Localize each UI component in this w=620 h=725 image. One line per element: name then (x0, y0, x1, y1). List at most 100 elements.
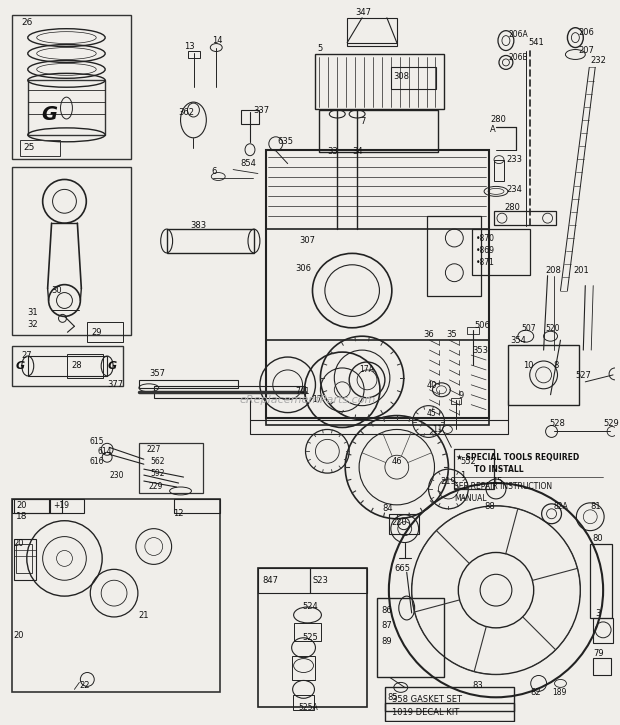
Text: 854: 854 (240, 159, 256, 168)
Bar (309, 568, 367, 593)
Bar (174, 499, 220, 513)
Bar (494, 211, 556, 225)
Text: 6: 6 (211, 167, 216, 176)
Bar (188, 51, 200, 59)
Text: 206A: 206A (509, 30, 529, 39)
Text: 233: 233 (506, 155, 522, 164)
Bar (316, 54, 445, 109)
Text: 82A: 82A (554, 502, 569, 511)
Text: 17: 17 (312, 395, 322, 405)
Bar (14, 499, 48, 513)
Text: 83: 83 (472, 681, 483, 690)
Bar (28, 80, 105, 135)
Text: 207: 207 (578, 46, 594, 55)
Text: 520: 520 (546, 324, 560, 333)
Text: ★ SPECIAL TOOLS REQUIRED: ★ SPECIAL TOOLS REQUIRED (456, 452, 580, 462)
Text: 8: 8 (554, 362, 559, 370)
Text: A: A (490, 125, 496, 134)
Text: 616: 616 (89, 457, 104, 465)
Text: 358 GASKET SET: 358 GASKET SET (392, 695, 462, 704)
Text: 85: 85 (387, 693, 397, 702)
Text: SEE REPAIR INSTRUCTION: SEE REPAIR INSTRUCTION (454, 483, 552, 492)
Text: 229: 229 (149, 481, 163, 491)
Bar (494, 160, 504, 181)
Text: 525A: 525A (299, 703, 318, 712)
Text: 552: 552 (460, 457, 476, 465)
Text: 525: 525 (303, 633, 318, 642)
Bar (454, 450, 494, 489)
Text: 46: 46 (392, 457, 402, 465)
Bar (258, 568, 367, 707)
Text: 15: 15 (492, 476, 503, 486)
Text: 201: 201 (574, 266, 589, 276)
Bar (250, 420, 508, 434)
Text: 234: 234 (506, 185, 522, 194)
Text: 1: 1 (460, 471, 466, 480)
Text: 13: 13 (185, 42, 195, 51)
Text: 306: 306 (296, 264, 312, 273)
Text: 33: 33 (327, 147, 338, 156)
Text: 34: 34 (352, 147, 363, 156)
Bar (266, 150, 489, 418)
Text: 219: 219 (440, 476, 456, 486)
Bar (451, 398, 461, 404)
Text: 31: 31 (28, 308, 38, 317)
Bar (139, 380, 238, 388)
Text: 308: 308 (393, 72, 409, 80)
Text: 32: 32 (28, 320, 38, 329)
Bar (291, 655, 316, 681)
Text: 35: 35 (446, 330, 457, 339)
Bar (258, 568, 309, 593)
Text: 227: 227 (147, 445, 161, 454)
Bar (12, 346, 123, 386)
Bar (16, 544, 32, 573)
Text: 25: 25 (24, 144, 35, 152)
Text: +19: +19 (53, 502, 69, 510)
Text: 36: 36 (423, 330, 435, 339)
Text: 220: 220 (392, 518, 407, 527)
Text: 592: 592 (151, 468, 166, 478)
Text: MANUAL: MANUAL (454, 494, 487, 503)
Text: TO INSTALL: TO INSTALL (474, 465, 524, 473)
Text: 353: 353 (472, 346, 488, 355)
Text: •869: •869 (476, 247, 495, 255)
Text: 29: 29 (91, 328, 102, 336)
Text: 30: 30 (51, 286, 62, 295)
Text: 40: 40 (427, 381, 437, 390)
Bar (472, 229, 529, 275)
Text: 28: 28 (71, 362, 82, 370)
Bar (385, 703, 514, 721)
Text: 14: 14 (212, 36, 223, 45)
Bar (319, 110, 438, 152)
Text: 11: 11 (433, 425, 443, 434)
Text: 79: 79 (593, 649, 604, 658)
Text: 88: 88 (484, 502, 495, 511)
Text: 12: 12 (172, 509, 183, 518)
Text: 5: 5 (317, 44, 322, 53)
Text: 20: 20 (14, 539, 24, 548)
Text: 280: 280 (504, 203, 520, 212)
Bar (377, 598, 445, 677)
Text: 635: 635 (278, 137, 294, 146)
Bar (139, 444, 203, 493)
Bar (467, 327, 479, 334)
Text: 10: 10 (523, 362, 533, 370)
Text: 1019 DECAL KIT: 1019 DECAL KIT (392, 708, 459, 717)
Bar (347, 18, 397, 46)
Text: 529: 529 (603, 419, 619, 428)
Text: 20: 20 (14, 631, 24, 640)
Text: 80: 80 (592, 534, 603, 543)
Bar (293, 695, 314, 710)
Bar (385, 687, 514, 711)
Text: 89: 89 (381, 637, 392, 646)
Text: 541: 541 (529, 38, 544, 47)
Text: 337: 337 (253, 106, 269, 115)
Text: 27: 27 (22, 351, 32, 360)
Text: S23: S23 (312, 576, 329, 585)
Bar (14, 539, 36, 580)
Bar (266, 150, 489, 229)
Text: 614: 614 (97, 447, 112, 456)
Bar (12, 499, 61, 513)
Text: 7: 7 (360, 117, 365, 126)
Text: 307: 307 (299, 236, 316, 246)
